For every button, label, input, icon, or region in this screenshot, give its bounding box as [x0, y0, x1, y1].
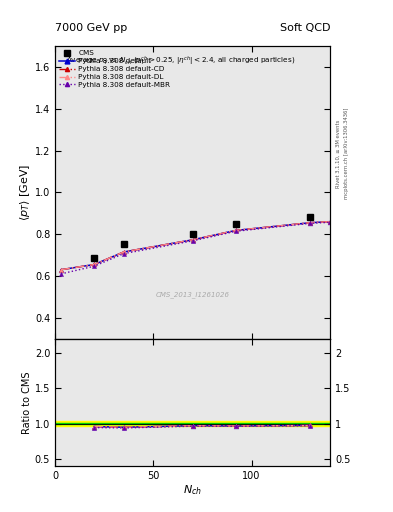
Y-axis label: $\langle p_T \rangle$ [GeV]: $\langle p_T \rangle$ [GeV] — [18, 164, 32, 221]
Bar — [55, 421, 330, 425]
Text: 7000 GeV pp: 7000 GeV pp — [55, 23, 127, 33]
Text: mcplots.cern.ch [arXiv:1306.3436]: mcplots.cern.ch [arXiv:1306.3436] — [344, 108, 349, 199]
Text: Soft QCD: Soft QCD — [280, 23, 330, 33]
Text: Rivet 3.1.10, ≥ 3M events: Rivet 3.1.10, ≥ 3M events — [336, 119, 341, 188]
Bar — [55, 423, 330, 424]
X-axis label: $N_{ch}$: $N_{ch}$ — [183, 483, 202, 497]
Legend: CMS, Pythia 8.308 default, Pythia 8.308 default-CD, Pythia 8.308 default-DL, Pyt: CMS, Pythia 8.308 default, Pythia 8.308 … — [57, 48, 173, 91]
Text: Average $p_T$ vs $N_{ch}$ ($p_T^{ch}>$0.25, $|\eta^{ch}|<$2.4, all charged parti: Average $p_T$ vs $N_{ch}$ ($p_T^{ch}>$0.… — [66, 55, 296, 68]
Text: CMS_2013_I1261026: CMS_2013_I1261026 — [156, 291, 230, 298]
Y-axis label: Ratio to CMS: Ratio to CMS — [22, 371, 32, 434]
